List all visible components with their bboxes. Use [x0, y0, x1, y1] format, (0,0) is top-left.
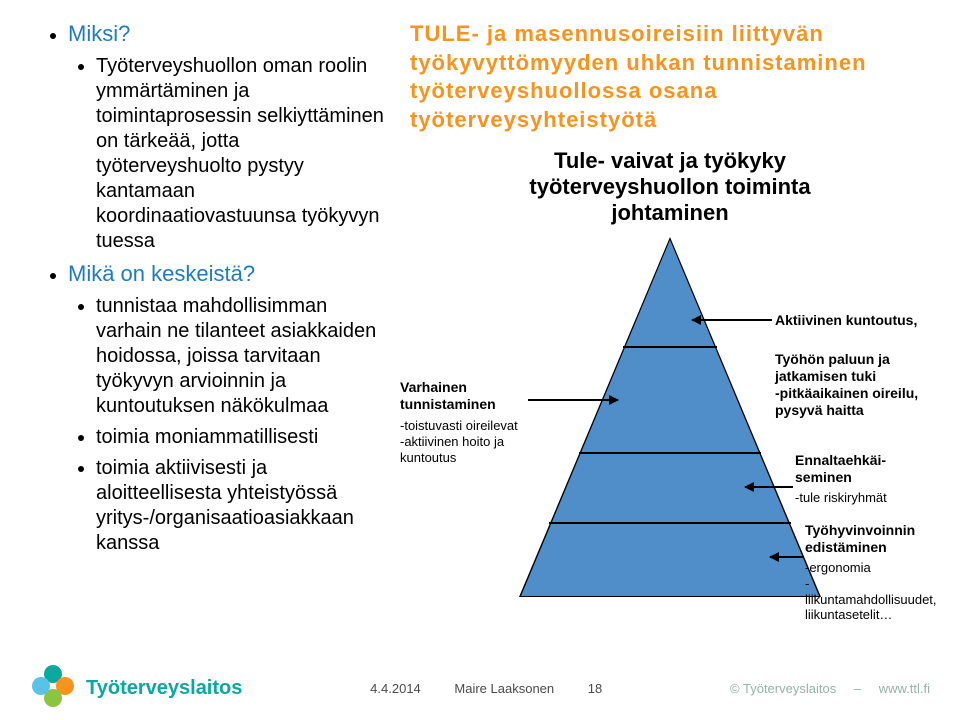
q-keskeista: Mikä on keskeistä? tunnistaa mahdollisim…	[68, 260, 390, 556]
anno-left-items: -toistuvasti oireilevat -aktiivinen hoit…	[400, 418, 518, 465]
logo-text: Työterveyslaitos	[86, 677, 242, 700]
anno-r3-title: Työhyvinvoinnin edistäminen	[805, 522, 915, 556]
logo: Työterveyslaitos	[30, 665, 242, 711]
footer-org: © Työterveyslaitos	[730, 681, 836, 696]
footer-author: Maire Laaksonen	[454, 681, 554, 696]
right-column: TULE- ja masennusoireisiin liittyvän työ…	[410, 20, 930, 608]
b3: toimia moniammatillisesti	[96, 425, 390, 450]
divider-1	[623, 346, 717, 348]
footer-url: www.ttl.fi	[879, 681, 930, 696]
q-miksi: Miksi? Työterveyshuollon oman roolin ymm…	[68, 20, 390, 254]
pyramid-diagram: Tule- vaivat ja työkyky työterveyshuollo…	[410, 148, 930, 608]
footer-right: © Työterveyslaitos – www.ttl.fi	[730, 681, 930, 696]
footer: Työterveyslaitos 4.4.2014 Maire Laaksone…	[0, 666, 960, 720]
petal-4	[32, 677, 50, 695]
anno-r2-items: -tule riskiryhmät	[795, 490, 887, 506]
pyramid: Varhainen tunnistaminen -toistuvasti oir…	[410, 234, 930, 624]
anno-r1-items-text: Työhön paluun ja jatkamisen tuki -pitkäa…	[775, 351, 918, 417]
slide: Miksi? Työterveyshuollon oman roolin ymm…	[0, 0, 960, 720]
q1-text: Miksi?	[68, 21, 130, 46]
left-column: Miksi? Työterveyshuollon oman roolin ymm…	[30, 20, 390, 608]
diagram-title: Tule- vaivat ja työkyky työterveyshuollo…	[410, 148, 930, 226]
arrow-r1	[692, 319, 772, 321]
anno-r1-items: Työhön paluun ja jatkamisen tuki -pitkäa…	[775, 334, 918, 418]
anno-r2-title: Ennaltaehkäi- seminen	[795, 452, 886, 486]
divider-2	[579, 452, 761, 454]
sub2: tunnistaa mahdollisimman varhain ne tila…	[68, 294, 390, 556]
anno-r1-title: Aktiivinen kuntoutus,	[775, 312, 917, 329]
arrow-r2	[745, 486, 793, 488]
content-row: Miksi? Työterveyshuollon oman roolin ymm…	[30, 20, 930, 608]
b1: Työterveyshuollon oman roolin ymmärtämin…	[96, 54, 390, 254]
arrow-r3	[770, 556, 804, 558]
footer-date: 4.4.2014	[370, 681, 421, 696]
footer-sep: –	[854, 681, 861, 696]
arrow-left	[528, 399, 618, 401]
logo-mark	[30, 665, 76, 711]
anno-left-title: Varhainen tunnistaminen	[400, 379, 496, 413]
footer-center: 4.4.2014 Maire Laaksonen 18	[370, 681, 602, 696]
anno-r3-items: -ergonomia -liikuntamahdollisuudet, liik…	[805, 560, 937, 622]
b4: toimia aktiivisesti ja aloitteellisesta …	[96, 456, 390, 556]
footer-page: 18	[588, 681, 602, 696]
divider-3	[549, 522, 791, 524]
right-title: TULE- ja masennusoireisiin liittyvän työ…	[410, 20, 930, 134]
outer-bullets: Miksi? Työterveyshuollon oman roolin ymm…	[30, 20, 390, 556]
sub1: Työterveyshuollon oman roolin ymmärtämin…	[68, 54, 390, 254]
b2: tunnistaa mahdollisimman varhain ne tila…	[96, 294, 390, 419]
q2-text: Mikä on keskeistä?	[68, 261, 255, 286]
